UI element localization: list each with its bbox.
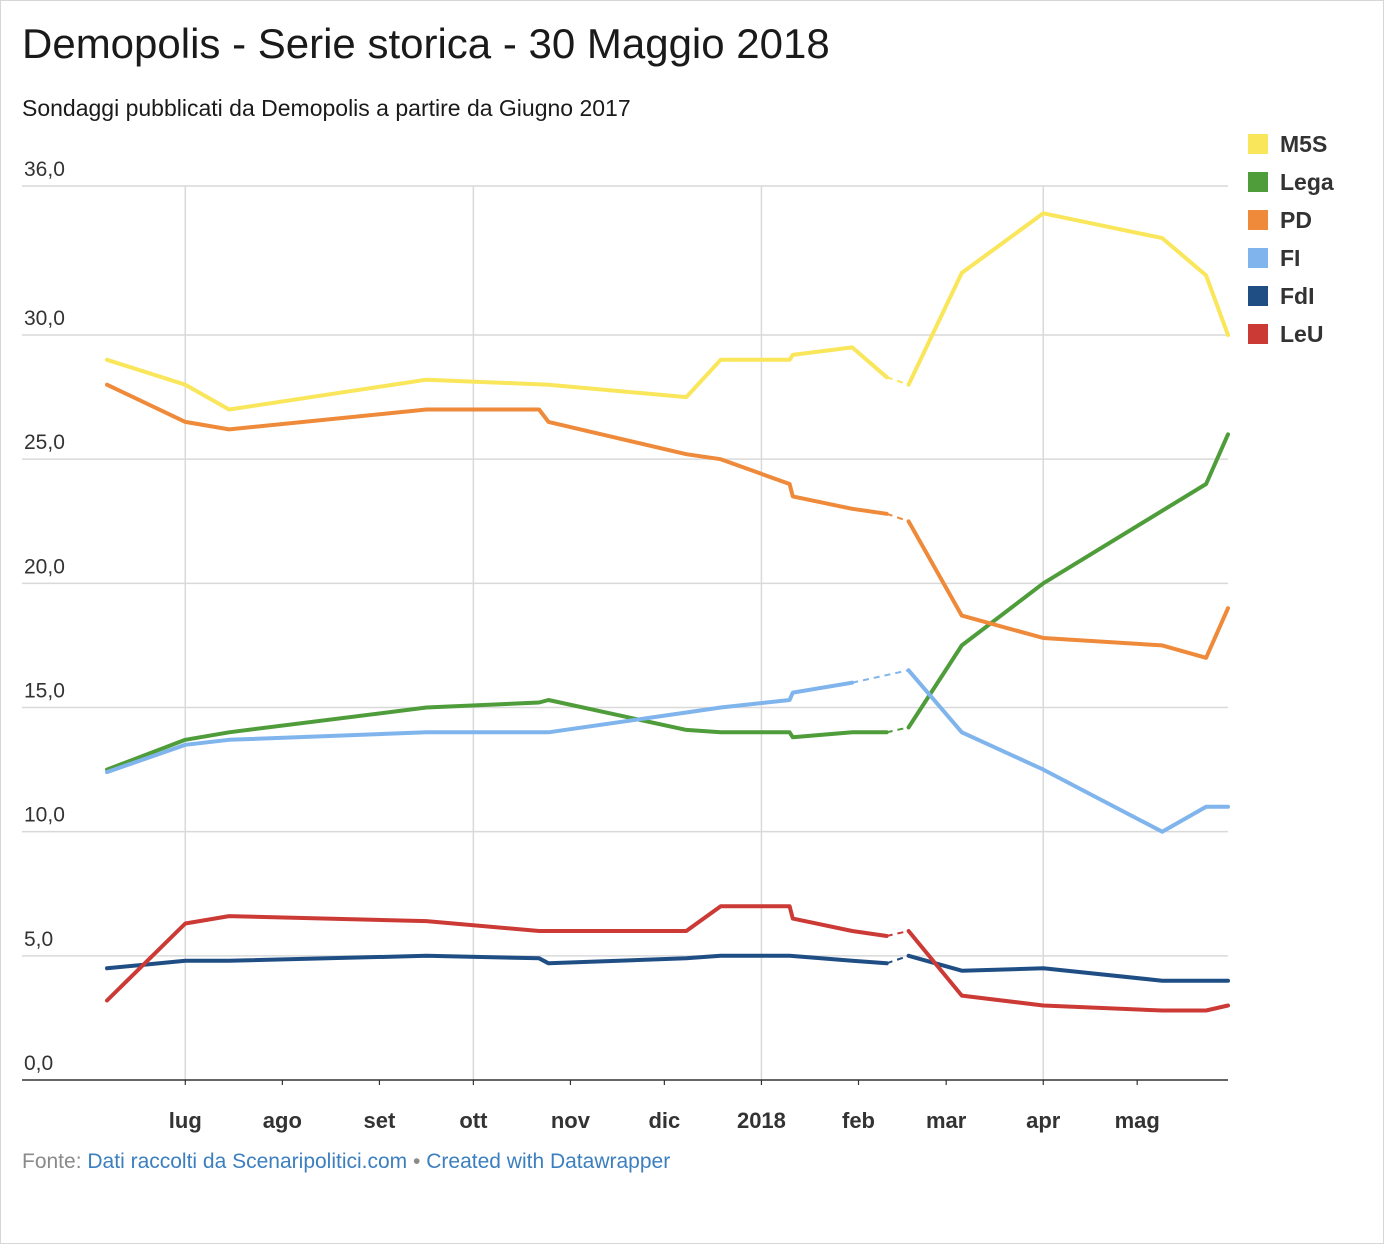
series-line-m5s [105, 345, 889, 412]
x-tick-label: lug [169, 1108, 202, 1133]
legend-label: FdI [1280, 282, 1315, 309]
series-gap-lega [886, 726, 909, 734]
legend-item: PD [1248, 201, 1334, 239]
x-tick-label: mag [1115, 1108, 1160, 1133]
series-gap-m5s [886, 376, 909, 386]
series-line-fi [105, 680, 855, 775]
x-tick-label: 2018 [737, 1108, 786, 1133]
series-line-leu [906, 929, 1230, 1013]
legend-swatch [1248, 324, 1268, 344]
x-tick-label: dic [648, 1108, 680, 1133]
y-tick-label: 10,0 [24, 804, 65, 827]
x-tick-label: ott [459, 1108, 488, 1133]
chart-legend: M5S Lega PD FI FdI LeU [1248, 125, 1334, 353]
chart-title: Demopolis - Serie storica - 30 Maggio 20… [22, 20, 830, 67]
y-tick-label: 20,0 [24, 555, 65, 578]
x-tick-label: mar [926, 1108, 967, 1133]
legend-label: M5S [1280, 130, 1328, 157]
legend-item: Lega [1248, 163, 1334, 201]
series-line-leu [105, 904, 889, 1003]
series-line-pd [105, 382, 889, 516]
series-line-fdi [105, 953, 889, 971]
series-gap-leu [886, 930, 909, 937]
x-tick-label: ago [263, 1108, 302, 1133]
series-line-pd [906, 519, 1230, 660]
x-tick-label: set [364, 1108, 396, 1133]
legend-item: FdI [1248, 277, 1334, 315]
legend-label: Lega [1280, 168, 1334, 195]
chart-subtitle: Sondaggi pubblicati da Demopolis a parti… [22, 95, 631, 121]
datawrapper-credit-link[interactable]: Created with Datawrapper [426, 1150, 671, 1173]
legend-swatch [1248, 172, 1268, 192]
legend-swatch [1248, 134, 1268, 154]
legend-swatch [1248, 248, 1268, 268]
legend-swatch [1248, 286, 1268, 306]
x-tick-label: nov [551, 1108, 591, 1133]
x-tick-label: feb [842, 1108, 875, 1133]
footer-separator: • [413, 1150, 421, 1173]
legend-label: FI [1280, 244, 1301, 271]
y-tick-label: 30,0 [24, 307, 65, 330]
x-tick-label: apr [1026, 1108, 1061, 1133]
legend-label: PD [1280, 206, 1312, 233]
source-prefix: Fonte: [22, 1150, 82, 1173]
series-line-lega [105, 698, 889, 772]
series-gap-fi [852, 669, 909, 684]
series-line-fi [906, 668, 1230, 834]
series-line-lega [906, 432, 1230, 730]
y-tick-label: 15,0 [24, 680, 65, 703]
y-tick-label: 5,0 [24, 928, 53, 951]
series-gap-fdi [886, 954, 909, 965]
series-line-fdi [906, 953, 1230, 983]
y-tick-label: 0,0 [24, 1052, 53, 1075]
legend-item: FI [1248, 239, 1334, 277]
y-tick-label: 25,0 [24, 431, 65, 454]
series-line-m5s [906, 211, 1230, 387]
legend-swatch [1248, 210, 1268, 230]
series-gap-pd [886, 512, 909, 523]
y-tick-label: 36,0 [24, 158, 65, 181]
legend-item: LeU [1248, 315, 1334, 353]
source-link[interactable]: Dati raccolti da Scenaripolitici.com [87, 1150, 408, 1173]
chart-footer: Fonte: Dati raccolti da Scenaripolitici.… [22, 1150, 670, 1174]
legend-item: M5S [1248, 125, 1334, 163]
legend-label: LeU [1280, 320, 1324, 347]
